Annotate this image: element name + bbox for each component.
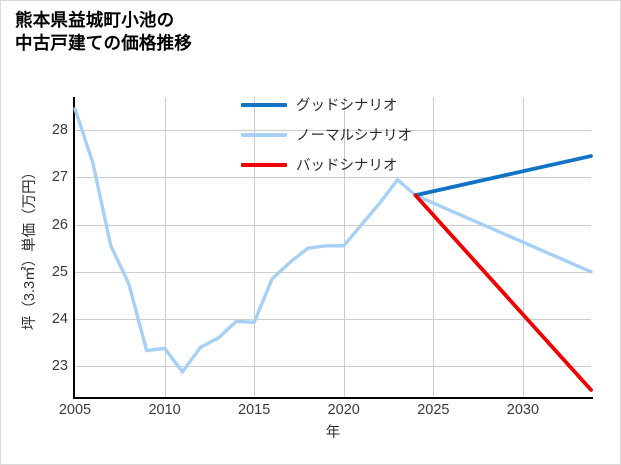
y-tick-label: 28 (51, 122, 68, 139)
legend-label: グッドシナリオ (296, 98, 398, 114)
x-tick-label: 2025 (417, 402, 450, 418)
gridline-horizontal (75, 130, 591, 132)
x-tick-label: 2010 (148, 402, 181, 418)
gridline-vertical (433, 97, 435, 397)
y-tick-label: 26 (51, 216, 68, 233)
x-tick-label: 2005 (58, 402, 92, 418)
chart-title: 熊本県益城町小池の 中古戸建ての価格推移 (15, 10, 192, 54)
y-tick-label: 27 (51, 169, 68, 186)
gridline-vertical (164, 97, 166, 397)
legend-color-swatch (241, 102, 287, 107)
legend-color-swatch (241, 162, 287, 167)
gridline-horizontal (75, 224, 591, 226)
gridline-horizontal (75, 366, 591, 368)
gridline-horizontal (75, 271, 591, 273)
legend-color-swatch (241, 132, 287, 137)
y-tick-label: 25 (51, 263, 68, 280)
x-axis-spine (73, 397, 593, 399)
series-line (413, 154, 593, 198)
chart-legend: グッドシナリオ ノーマルシナリオ バッドシナリオ (241, 94, 412, 175)
series-line (413, 193, 593, 392)
legend-label: バッドシナリオ (296, 158, 398, 174)
legend-label: ノーマルシナリオ (296, 128, 412, 144)
legend-item[interactable]: ノーマルシナリオ (241, 124, 412, 145)
gridline-vertical (254, 97, 256, 397)
x-tick-label: 2020 (327, 402, 360, 418)
gridline-vertical (522, 97, 524, 397)
gridline-horizontal (75, 177, 591, 179)
y-axis-title-text: 坪（3.3㎡）単価（万円） (22, 164, 39, 330)
y-axis-title: 坪（3.3㎡）単価（万円） (19, 97, 39, 397)
y-tick-label: 23 (51, 358, 68, 375)
legend-item[interactable]: バッドシナリオ (241, 154, 412, 175)
x-tick-label: 2030 (506, 402, 540, 418)
plot-area: 23 24 25 26 27 28 2005 2010 2015 2020 2025 2030 年 (52, 97, 593, 441)
y-axis-spine (73, 97, 75, 398)
series-lines (73, 107, 593, 392)
x-axis-title: 年 (325, 425, 341, 441)
y-tick-label: 24 (51, 311, 68, 328)
legend-item[interactable]: グッドシナリオ (241, 94, 412, 115)
gridline-horizontal (75, 319, 591, 321)
x-tick-label: 2015 (238, 402, 271, 418)
series-line (73, 107, 593, 374)
